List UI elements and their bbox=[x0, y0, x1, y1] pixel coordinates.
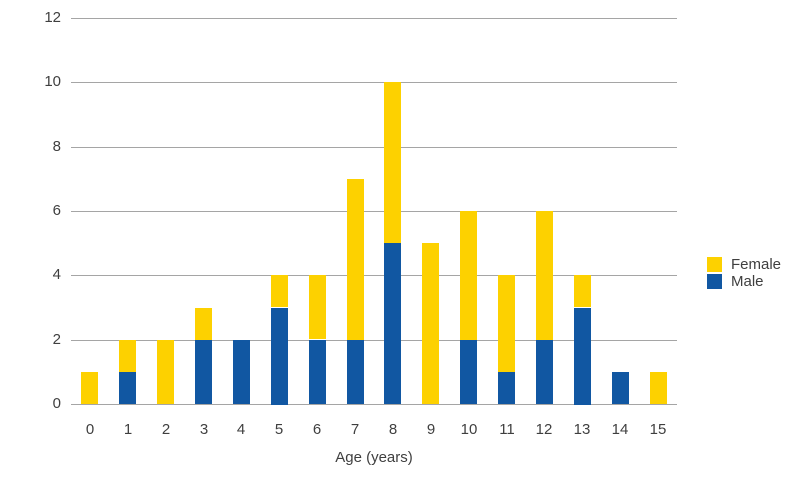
legend-label-male: Male bbox=[731, 272, 764, 290]
x-tick-label-6: 6 bbox=[312, 421, 322, 438]
bar-male-age-8 bbox=[384, 243, 401, 404]
x-tick-label-1: 1 bbox=[123, 421, 133, 438]
bar-male-age-1 bbox=[119, 372, 136, 404]
x-tick-label-2: 2 bbox=[161, 421, 171, 438]
x-tick-label-7: 7 bbox=[350, 421, 360, 438]
male-color-swatch bbox=[707, 273, 722, 289]
x-tick-label-14: 14 bbox=[611, 421, 629, 438]
bar-male-age-14 bbox=[612, 372, 629, 404]
bar-female-age-0 bbox=[81, 372, 98, 404]
bar-female-age-12 bbox=[536, 211, 553, 340]
bar-female-age-13 bbox=[574, 275, 591, 307]
x-tick-label-10: 10 bbox=[460, 421, 478, 438]
bar-male-age-12 bbox=[536, 340, 553, 404]
bar-male-age-3 bbox=[195, 340, 212, 404]
gridline-y-12 bbox=[71, 18, 677, 19]
bar-female-age-10 bbox=[460, 211, 477, 340]
bar-female-age-8 bbox=[384, 82, 401, 243]
bar-male-age-6 bbox=[309, 340, 326, 404]
x-axis-title: Age (years) bbox=[335, 449, 413, 466]
bar-male-age-11 bbox=[498, 372, 515, 404]
bar-female-age-1 bbox=[119, 340, 136, 372]
bar-female-age-5 bbox=[271, 275, 288, 307]
y-tick-label-6: 6 bbox=[52, 202, 61, 219]
gridline-y-10 bbox=[71, 82, 677, 83]
x-tick-label-15: 15 bbox=[649, 421, 667, 438]
gridline-y-4 bbox=[71, 275, 677, 276]
bar-female-age-15 bbox=[650, 372, 667, 404]
bar-male-age-7 bbox=[347, 340, 364, 404]
x-tick-label-4: 4 bbox=[236, 421, 246, 438]
x-tick-label-11: 11 bbox=[499, 421, 515, 438]
legend-item-male: Male bbox=[707, 272, 781, 290]
x-tick-label-3: 3 bbox=[199, 421, 209, 438]
bar-male-age-13 bbox=[574, 308, 591, 405]
bar-female-age-6 bbox=[309, 275, 326, 339]
x-tick-label-9: 9 bbox=[426, 421, 436, 438]
x-tick-label-12: 12 bbox=[535, 421, 553, 438]
x-tick-label-13: 13 bbox=[573, 421, 591, 438]
gridline-y-8 bbox=[71, 147, 677, 148]
bar-female-age-3 bbox=[195, 308, 212, 340]
gridline-y-2 bbox=[71, 340, 677, 341]
y-tick-label-8: 8 bbox=[52, 138, 61, 155]
y-tick-label-4: 4 bbox=[52, 266, 61, 283]
bar-female-age-7 bbox=[347, 179, 364, 340]
bar-female-age-9 bbox=[422, 243, 439, 404]
bar-male-age-4 bbox=[233, 340, 250, 404]
bar-male-age-5 bbox=[271, 308, 288, 405]
x-tick-label-0: 0 bbox=[85, 421, 95, 438]
legend: Female Male bbox=[707, 256, 781, 290]
bar-male-age-10 bbox=[460, 340, 477, 404]
gridline-y-6 bbox=[71, 211, 677, 212]
y-tick-label-10: 10 bbox=[44, 73, 61, 90]
x-tick-label-8: 8 bbox=[388, 421, 398, 438]
y-tick-label-0: 0 bbox=[52, 395, 61, 412]
legend-item-female: Female bbox=[707, 255, 782, 273]
y-tick-label-12: 12 bbox=[44, 9, 61, 26]
gridline-y-0 bbox=[71, 404, 677, 405]
female-color-swatch bbox=[707, 256, 722, 272]
legend-label-female: Female bbox=[731, 255, 782, 273]
bar-female-age-2 bbox=[157, 340, 174, 404]
y-tick-label-2: 2 bbox=[52, 331, 61, 348]
bar-female-age-11 bbox=[498, 275, 515, 372]
x-tick-label-5: 5 bbox=[274, 421, 284, 438]
